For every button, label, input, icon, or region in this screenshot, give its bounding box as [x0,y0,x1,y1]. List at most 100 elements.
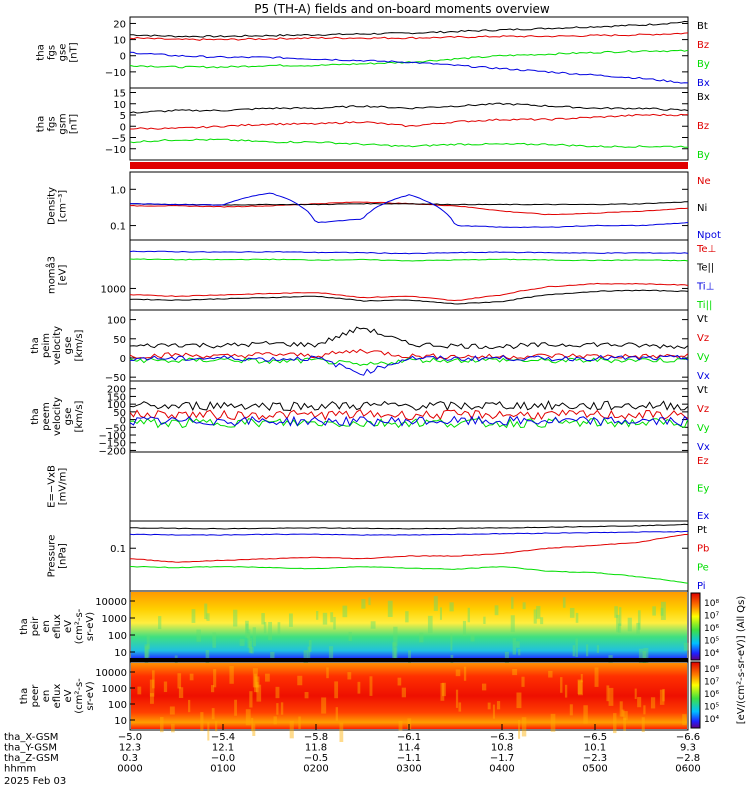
spectrogram-streak [169,706,175,715]
y-axis-label-line: E=−VxB [47,465,58,508]
spectrogram-streak [357,681,361,694]
y-tick-label: 200 [107,385,126,396]
spectrogram-streak [516,641,520,648]
spectrogram-streak [583,705,588,724]
spectrogram-streak [246,629,251,639]
spectrogram-streak [392,642,397,661]
spectrogram-streak [494,605,499,616]
y-axis-label-line: en [41,690,52,703]
series-line-red [129,408,689,421]
spectrogram-streak [564,684,568,698]
spectrogram-streak [307,646,311,661]
spectrogram-streak [289,720,294,739]
spectrogram-streak [637,610,641,630]
spectrogram-streak [204,603,208,620]
y-axis-label-line: peer [30,684,41,708]
y-axis-label-line: fgs [47,116,58,131]
colorbar-tick-label: 10⁵ [704,637,719,647]
y-tick-label: −5 [111,134,126,145]
spectrogram-gap-band [130,658,688,662]
series-line-green [129,138,689,148]
spectrogram-streak [163,681,168,693]
spectrogram-streak [297,675,303,686]
legend-label: Vy [697,352,710,363]
y-tick-label: 100 [107,400,126,411]
spectrogram-streak [594,667,599,687]
spectrogram-streak [261,613,265,625]
spectrogram-streak [619,701,623,717]
spectrogram-streak [401,687,406,698]
spectrogram-streak [407,718,412,730]
y-axis-label: thapeemvelocitygse[km/s] [30,397,85,436]
series-line-red [129,282,689,302]
spectrogram-streak [144,646,149,666]
series-line-blue [129,51,689,84]
series-line-black [129,399,689,412]
spectrogram-streak [339,722,344,742]
x-row-value: 0500 [582,764,607,775]
spectrogram-streak [387,600,393,617]
y-axis-label-line: tha [30,337,41,353]
spectrogram-streak [152,670,155,689]
spectrogram-fill [131,592,687,661]
legend-label: Pi [697,581,706,592]
spectrogram-streak [483,616,486,625]
x-row-value: 12.1 [212,743,234,754]
panel-frame [129,87,689,161]
legend-label: Pb [697,544,709,555]
spectrogram-streak [572,645,576,657]
legend-label: Bx [697,92,710,103]
legend-label: By [697,59,710,70]
panels-group: thafgsgse[nT]20100−10BtBzByBxthafgsgsm[n… [19,16,721,742]
y-tick-label: 10000 [95,668,127,679]
spectrogram-streak [178,687,184,698]
colorbar-label: [eV/(cm²-s-sr-eV)] (All Qs) [736,596,747,725]
spectrogram-streak [146,634,150,649]
spectrogram-streak [254,673,257,693]
spectrogram-streak [249,691,253,708]
spectrogram-streak [439,607,442,620]
spectrogram-streak [606,685,610,702]
series-line-black [130,523,689,530]
colorbar-tick-label: 10⁵ [704,703,719,713]
spectrogram-streak [511,596,514,609]
spectrogram-streak [256,684,262,702]
spectrogram-streak [636,622,640,635]
spectrogram-streak [239,638,245,646]
legend-label: Pe [697,562,709,573]
spectrogram-fill [131,663,687,729]
x-row-value: −6.5 [583,732,607,743]
y-tick-label: 10000 [95,597,127,608]
y-tick-label: 100 [108,631,127,642]
spectrogram-streak [575,612,579,623]
y-axis-label-line: eflux [52,614,63,639]
spectrogram-streak [455,689,459,708]
figure-title: P5 (TH-A) fields and on-board moments ov… [254,2,550,16]
y-axis-label-line: peem [41,402,52,430]
spectrogram-streak [569,607,575,618]
spectrogram-streak [304,692,309,699]
spectrogram-streak [270,651,275,660]
x-row-value: 0200 [303,764,328,775]
spectrogram-streak [578,680,583,696]
spectrogram-streak [608,687,614,706]
x-row-value: −0.0 [211,753,235,764]
series-line-red [129,32,689,41]
spectrogram-streak [619,607,622,627]
x-row-value: −1.7 [490,753,514,764]
series-line-green [129,417,689,429]
spectrogram-streak [233,609,238,627]
spectrogram-streak [398,720,403,731]
spectrogram-streak [683,642,689,651]
y-tick-label: 5 [120,111,126,122]
spectrogram-streak [347,672,352,680]
spectrogram-streak [617,623,622,633]
spectrogram-streak [450,633,453,651]
spectrogram-streak [638,648,644,667]
y-tick-label: 50 [113,335,126,346]
y-tick-label: −100 [99,431,126,442]
spectrogram-streak [211,708,215,720]
series-line-blue [129,250,689,255]
series-line-black [129,289,689,305]
y-axis-label: momå3[eV] [45,256,69,294]
